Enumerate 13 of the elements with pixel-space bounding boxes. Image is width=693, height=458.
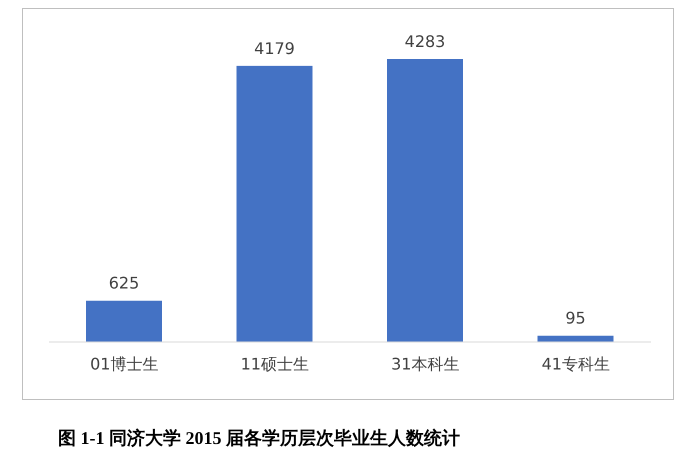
x-tick-label: 41专科生 — [542, 354, 610, 374]
bar — [387, 59, 463, 342]
data-label: 625 — [108, 274, 140, 293]
x-tick-label: 11硕士生 — [240, 354, 309, 374]
bar — [86, 300, 162, 342]
x-tick-label: 01博士生 — [90, 354, 158, 374]
data-label: 4283 — [404, 32, 446, 51]
bar — [538, 336, 614, 342]
x-tick-label: 31本科生 — [391, 354, 460, 374]
data-label: 4179 — [254, 38, 295, 58]
text: 图 1-1 同济大学 2015 届各学历层次毕业生人数统计 — [58, 427, 461, 450]
data-label: 95 — [565, 308, 586, 328]
bar — [236, 66, 312, 342]
